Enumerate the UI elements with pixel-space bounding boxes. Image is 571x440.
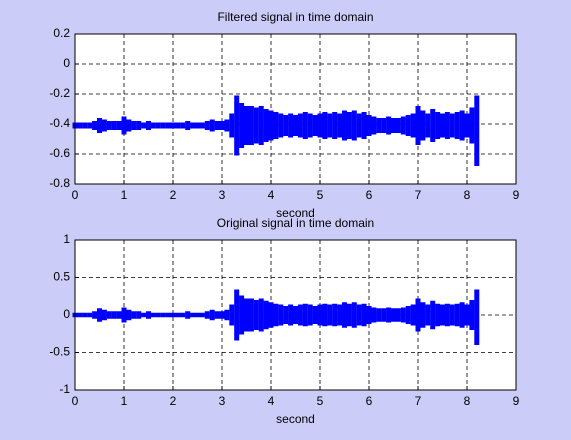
x-tick-label: 1 bbox=[121, 394, 128, 408]
x-tick-label: 1 bbox=[121, 188, 128, 202]
y-tick-label: -0.5 bbox=[49, 345, 70, 359]
x-tick-label: 0 bbox=[72, 188, 79, 202]
x-tick-label: 9 bbox=[513, 394, 520, 408]
chart-title: Original signal in time domain bbox=[217, 216, 374, 230]
plot-area bbox=[75, 34, 516, 184]
axes: -1 -0.5 0 0.5 1 0 1 2 3 4 5 6 7 8 9 Original signal in … bbox=[49, 216, 519, 426]
y-tick-label: 0 bbox=[63, 307, 70, 321]
y-tick-label: 1 bbox=[63, 232, 70, 246]
x-tick-label: 6 bbox=[366, 394, 373, 408]
x-tick-label: 8 bbox=[464, 188, 471, 202]
y-tick-label: 0 bbox=[63, 56, 70, 70]
x-axis-label: second bbox=[276, 206, 315, 220]
y-tick-label: 0.2 bbox=[53, 26, 70, 40]
y-tick-label: -0.8 bbox=[49, 176, 70, 190]
axes-box bbox=[74, 239, 517, 391]
axes: -0.8 -0.6 -0.4 -0.2 0 0.2 0 1 2 3 4 5 6 7 8 9 Filtered s… bbox=[49, 10, 519, 220]
x-tick-label: 4 bbox=[268, 394, 275, 408]
x-tick-label: 2 bbox=[170, 188, 177, 202]
x-tick-label: 2 bbox=[170, 394, 177, 408]
x-tick-label: 6 bbox=[366, 188, 373, 202]
x-tick-label: 9 bbox=[513, 188, 520, 202]
y-tick-label: -1 bbox=[59, 382, 70, 396]
chart-title: Filtered signal in time domain bbox=[217, 10, 373, 24]
x-tick-label: 5 bbox=[317, 188, 324, 202]
x-axis-label: second bbox=[276, 412, 315, 426]
x-tick-label: 7 bbox=[415, 394, 422, 408]
x-tick-label: 5 bbox=[317, 394, 324, 408]
x-tick-label: 0 bbox=[72, 394, 79, 408]
x-tick-label: 3 bbox=[219, 394, 226, 408]
x-tick-label: 3 bbox=[219, 188, 226, 202]
x-tick-label: 8 bbox=[464, 394, 471, 408]
y-tick-label: -0.4 bbox=[49, 116, 70, 130]
y-tick-label: -0.2 bbox=[49, 86, 70, 100]
axes-box bbox=[74, 33, 517, 185]
y-tick-label: -0.6 bbox=[49, 146, 70, 160]
x-tick-label: 7 bbox=[415, 188, 422, 202]
x-tick-label: 4 bbox=[268, 188, 275, 202]
y-tick-label: 0.5 bbox=[53, 270, 70, 284]
